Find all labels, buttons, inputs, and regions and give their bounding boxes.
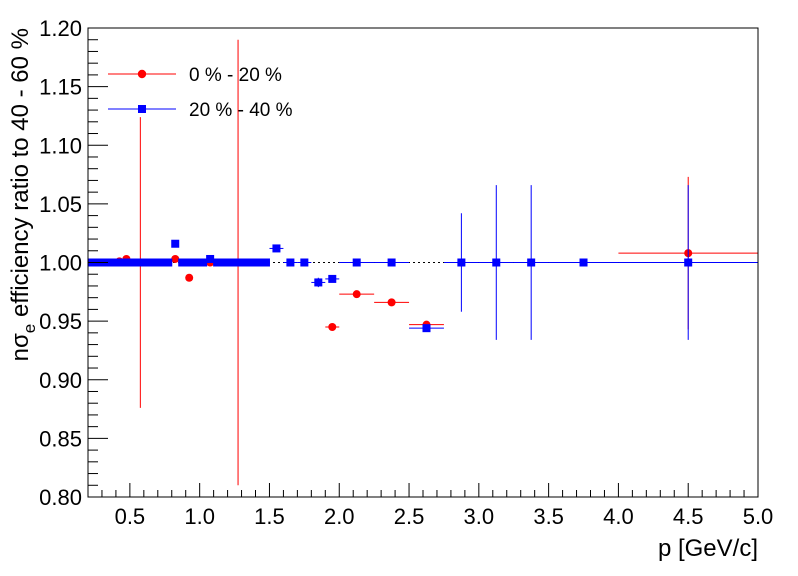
- data-point: [387, 298, 396, 307]
- data-point: [352, 290, 361, 299]
- data-point: [157, 258, 166, 267]
- x-tick-label: 4.0: [603, 504, 634, 529]
- legend-label-0-20: 0 % - 20 %: [189, 65, 282, 86]
- data-point: [115, 258, 124, 267]
- data-point: [143, 258, 152, 267]
- data-point: [122, 258, 131, 267]
- y-tick-label: 0.90: [39, 368, 82, 393]
- y-tick-label: 0.85: [39, 426, 82, 451]
- x-tick-label: 3.5: [533, 504, 564, 529]
- data-point: [213, 258, 222, 267]
- x-tick-label: 1.0: [184, 504, 215, 529]
- data-point: [150, 258, 159, 267]
- y-tick-label: 1.00: [39, 251, 82, 276]
- series-20-40: [87, 185, 758, 340]
- data-point: [185, 258, 194, 267]
- data-point: [241, 258, 250, 267]
- y-tick-label: 1.15: [39, 75, 82, 100]
- data-point: [422, 324, 431, 333]
- legend-entry-0-20: 0 % - 20 %: [108, 65, 282, 86]
- y-axis-label-main: nσ: [7, 333, 34, 361]
- data-point: [314, 278, 323, 287]
- y-tick-label: 1.05: [39, 192, 82, 217]
- axes-layer: 0.5 1.0 1.5 2.0 2.5 3.0 3.5 4.0 4.5 5.0 0.80 0.85 0.…: [39, 16, 773, 529]
- data-point: [220, 258, 229, 267]
- y-axis-label-rest: efficiency ratio to 40 - 60 %: [7, 28, 34, 324]
- data-point: [164, 258, 173, 267]
- data-point: [457, 258, 466, 267]
- legend-entry-20-40: 20 % - 40 %: [108, 100, 293, 121]
- data-point: [192, 258, 201, 267]
- data-point: [227, 258, 236, 267]
- data-point: [261, 258, 270, 267]
- legend-label-20-40: 20 % - 40 %: [189, 100, 293, 121]
- y-axis-label-subscript: e: [20, 324, 39, 333]
- y-axis-label: nσe efficiency ratio to 40 - 60 %: [7, 28, 39, 361]
- x-tick-label: 0.5: [115, 504, 146, 529]
- data-point: [328, 274, 337, 283]
- data-point: [286, 258, 295, 267]
- x-axis-label: p [GeV/c]: [658, 535, 758, 562]
- series-layer: [87, 39, 758, 486]
- legend-marker-20-40: [138, 105, 146, 113]
- data-point: [178, 258, 187, 267]
- y-tick-label: 0.95: [39, 309, 82, 334]
- data-point: [527, 258, 536, 267]
- x-tick-label: 4.5: [673, 504, 704, 529]
- data-point: [171, 254, 180, 263]
- data-point: [136, 258, 145, 267]
- x-tick-label: 1.5: [254, 504, 285, 529]
- data-point: [129, 258, 138, 267]
- y-tick-label: 1.20: [39, 16, 82, 41]
- x-tick-label: 3.0: [464, 504, 495, 529]
- data-point: [108, 258, 117, 267]
- data-point: [171, 239, 180, 248]
- data-point: [254, 258, 263, 267]
- data-point: [272, 244, 281, 253]
- data-point: [199, 258, 208, 267]
- data-point: [352, 258, 361, 267]
- y-tick-label: 1.10: [39, 133, 82, 158]
- data-point: [185, 273, 194, 282]
- data-point: [300, 258, 309, 267]
- x-tick-label: 5.0: [743, 504, 774, 529]
- x-tick-label: 2.5: [394, 504, 425, 529]
- data-point: [248, 258, 257, 267]
- data-point: [579, 258, 588, 267]
- y-tick-label: 0.80: [39, 485, 82, 510]
- data-point: [206, 254, 215, 263]
- data-point: [684, 258, 693, 267]
- legend-marker-0-20: [137, 69, 147, 79]
- data-point: [234, 258, 243, 267]
- data-point: [328, 322, 337, 331]
- x-tick-label: 2.0: [324, 504, 355, 529]
- data-point: [492, 258, 501, 267]
- legend: 0 % - 20 % 20 % - 40 %: [108, 65, 293, 121]
- data-point: [387, 258, 396, 267]
